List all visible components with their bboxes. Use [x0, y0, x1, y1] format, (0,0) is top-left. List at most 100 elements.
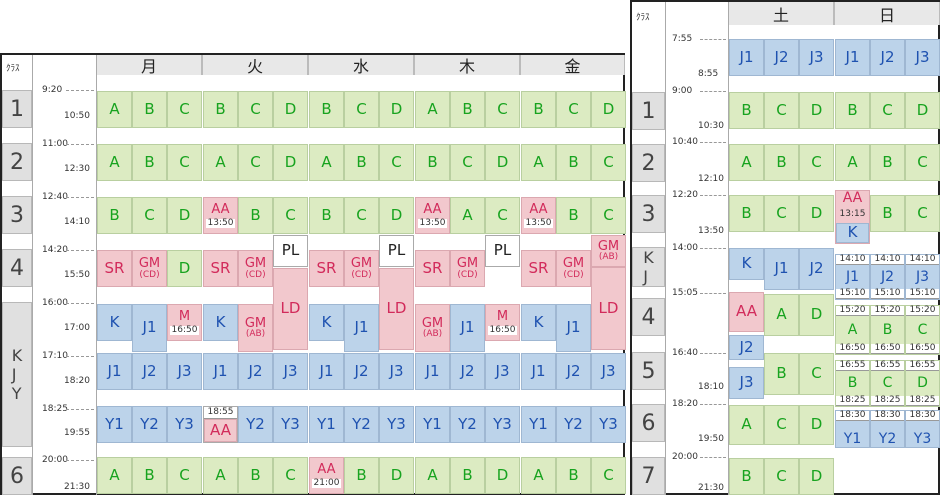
ld-cell: LD	[379, 268, 414, 350]
class-code: Y1	[529, 414, 548, 433]
class-code: D	[810, 100, 823, 119]
class-code: C	[179, 99, 190, 118]
class-cell: C	[132, 197, 167, 234]
class-cell: K	[521, 304, 556, 341]
time-divider	[700, 142, 726, 143]
class-cell: J1	[344, 304, 379, 352]
class-code: B	[356, 152, 367, 171]
class-time-note: (CD)	[457, 269, 478, 280]
time-label: 7:55	[672, 34, 693, 44]
class-cell: B	[521, 91, 556, 128]
class-code: Y2	[352, 414, 371, 433]
class-cell: C	[764, 405, 799, 445]
class-code: A	[109, 152, 120, 171]
time-label: 15:50	[64, 270, 90, 280]
class-cell: J1	[835, 39, 870, 76]
class-code: A	[215, 152, 226, 171]
class-cell: K	[309, 304, 344, 341]
time-divider	[700, 293, 726, 294]
class-cell: SR	[97, 250, 132, 287]
class-cell: J2	[556, 353, 591, 390]
class-time-note: 13:50	[417, 217, 448, 228]
class-cell: J3	[485, 353, 520, 390]
class-cell: C	[905, 195, 940, 232]
class-label-6: 6	[632, 404, 665, 442]
class-code: C	[776, 415, 787, 434]
class-cell: J2	[764, 39, 799, 76]
class-time-note: 16:50	[487, 324, 518, 335]
pl-cell: PL	[273, 235, 308, 267]
class-code: K	[847, 223, 858, 242]
class-cell: J1	[450, 304, 485, 352]
class-code: J1	[425, 361, 440, 380]
sun-timed-cell: 15:20 B 16:50	[870, 305, 905, 355]
class-code: J3	[601, 361, 616, 380]
class-cell: B	[835, 92, 870, 129]
class-code: J2	[566, 361, 581, 380]
class-cell: J2	[729, 335, 764, 360]
day-header-thu: 木	[414, 55, 520, 76]
tue-aa-cell: 18:55 AA	[203, 406, 238, 443]
time-divider	[66, 197, 94, 198]
class-label-2: 2	[632, 144, 665, 182]
class-label-3: 3	[2, 196, 32, 234]
sun-timed-cell: 15:20 C 16:50	[905, 305, 940, 355]
class-time-note: 18:30	[906, 411, 939, 421]
class-code: B	[568, 465, 579, 484]
class-cell: SR	[415, 250, 450, 287]
class-cell: K	[729, 248, 764, 280]
class-code: B	[882, 321, 893, 338]
class-cell: Y2	[556, 406, 591, 443]
class-code: B	[882, 203, 893, 222]
class-cell: AA 13:50	[415, 197, 450, 234]
class-time-note: 16:50	[836, 344, 869, 354]
time-label: 10:50	[64, 111, 90, 121]
class-code: C	[603, 152, 614, 171]
class-cell: B	[556, 457, 591, 494]
class-cell: GM (AB)	[591, 235, 626, 267]
ld-cell: LD	[273, 268, 308, 350]
class-time-note: 18:30	[871, 411, 904, 421]
class-code: J2	[142, 361, 157, 380]
time-label: 9:20	[42, 85, 63, 95]
class-cell: C	[167, 144, 202, 181]
class-code: AA	[423, 202, 442, 218]
class-cell: J2	[132, 353, 167, 390]
class-label-4: 4	[632, 298, 665, 336]
time-label: 16:00	[42, 298, 68, 308]
class-code: Y3	[175, 414, 194, 433]
sun-timed-cell: 16:55 C 18:25	[870, 360, 905, 407]
class-cell: A	[835, 144, 870, 181]
class-cell: J3	[729, 367, 764, 399]
class-cell: J1	[729, 39, 764, 76]
class-code: J1	[774, 259, 789, 278]
class-cell: GM (AB)	[415, 304, 450, 352]
class-cell: AA 13:50	[521, 197, 556, 234]
class-code: C	[144, 205, 155, 224]
class-cell: J1	[203, 353, 238, 390]
class-time-note: 18:25	[871, 396, 904, 406]
class-cell: A	[97, 457, 132, 494]
class-cell: B	[450, 91, 485, 128]
class-code: AA	[211, 202, 230, 218]
class-code: B	[144, 99, 155, 118]
class-code: Y2	[246, 414, 265, 433]
class-code: Y3	[913, 431, 932, 448]
class-code: C	[285, 465, 296, 484]
class-code: C	[497, 205, 508, 224]
class-code: B	[144, 152, 155, 171]
class-cell: A	[97, 144, 132, 181]
time-label: 17:10	[42, 351, 68, 361]
class-code: D	[496, 465, 509, 484]
class-code: J1	[354, 318, 369, 337]
class-time-note: (AB)	[422, 329, 443, 340]
class-code: C	[603, 465, 614, 484]
class-code: A	[741, 415, 752, 434]
class-cell: D	[379, 457, 414, 494]
class-time-note: 18:30	[836, 411, 869, 421]
class-code: B	[568, 205, 579, 224]
class-cell: C	[167, 91, 202, 128]
class-code: B	[356, 465, 367, 484]
